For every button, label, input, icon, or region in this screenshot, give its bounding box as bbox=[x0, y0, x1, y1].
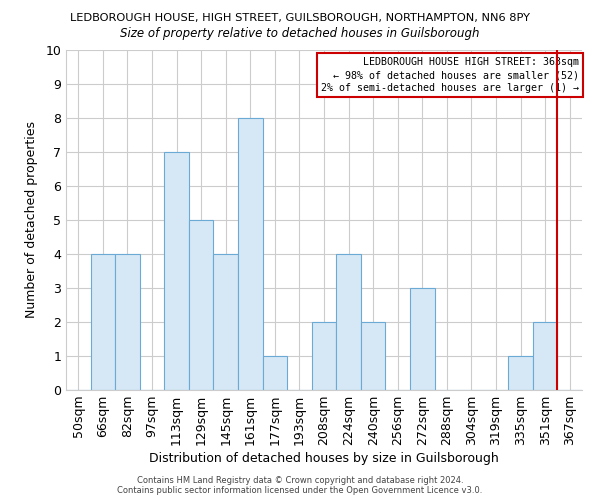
Bar bbox=[164, 152, 189, 390]
Bar bbox=[91, 254, 115, 390]
Text: LEDBOROUGH HOUSE HIGH STREET: 363sqm
← 98% of detached houses are smaller (52)
2: LEDBOROUGH HOUSE HIGH STREET: 363sqm ← 9… bbox=[322, 57, 580, 93]
Bar bbox=[189, 220, 214, 390]
X-axis label: Distribution of detached houses by size in Guilsborough: Distribution of detached houses by size … bbox=[149, 452, 499, 466]
Bar bbox=[115, 254, 140, 390]
Bar bbox=[508, 356, 533, 390]
Bar bbox=[312, 322, 336, 390]
Bar bbox=[361, 322, 385, 390]
Text: Size of property relative to detached houses in Guilsborough: Size of property relative to detached ho… bbox=[120, 28, 480, 40]
Bar bbox=[214, 254, 238, 390]
Bar bbox=[336, 254, 361, 390]
Text: LEDBOROUGH HOUSE, HIGH STREET, GUILSBOROUGH, NORTHAMPTON, NN6 8PY: LEDBOROUGH HOUSE, HIGH STREET, GUILSBORO… bbox=[70, 12, 530, 22]
Bar bbox=[533, 322, 557, 390]
Bar bbox=[263, 356, 287, 390]
Y-axis label: Number of detached properties: Number of detached properties bbox=[25, 122, 38, 318]
Bar bbox=[238, 118, 263, 390]
Bar bbox=[410, 288, 434, 390]
Text: Contains HM Land Registry data © Crown copyright and database right 2024.
Contai: Contains HM Land Registry data © Crown c… bbox=[118, 476, 482, 495]
